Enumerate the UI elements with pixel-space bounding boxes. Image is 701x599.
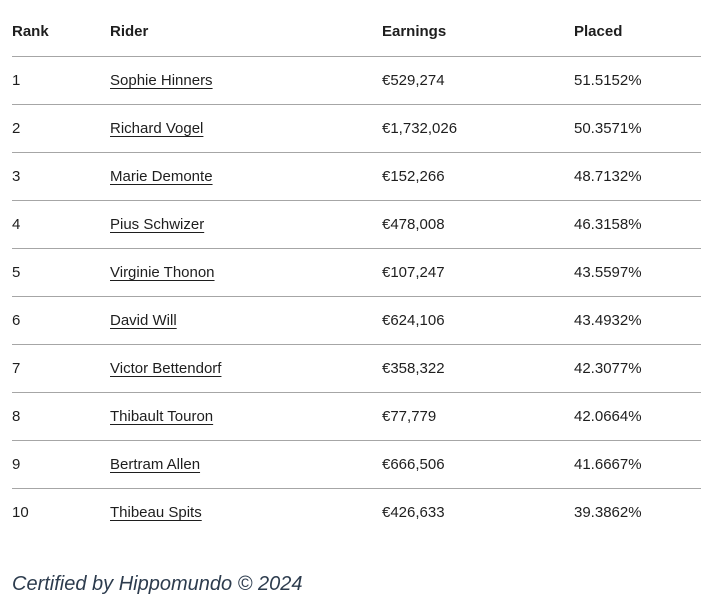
rider-cell: Virginie Thonon — [110, 248, 382, 297]
placed-cell: 39.3862% — [574, 504, 642, 521]
rider-cell: Marie Demonte — [110, 152, 382, 201]
rider-cell: Victor Bettendorf — [110, 344, 382, 393]
rider-link[interactable]: Pius Schwizer — [110, 216, 205, 233]
rider-link[interactable]: Sophie Hinners — [110, 72, 213, 89]
rider-cell: Pius Schwizer — [110, 200, 382, 249]
placed-cell: 48.7132% — [574, 152, 701, 201]
placed-cell: 42.0664% — [574, 392, 701, 441]
rider-cell: Thibault Touron — [110, 392, 382, 441]
rider-link[interactable]: Thibeau Spits — [110, 504, 202, 521]
rider-link[interactable]: Victor Bettendorf — [110, 360, 222, 377]
rider-link[interactable]: Bertram Allen — [110, 456, 201, 473]
earnings-cell: €152,266 — [382, 152, 574, 201]
rider-link[interactable]: Virginie Thonon — [110, 264, 215, 281]
rider-cell: Bertram Allen — [110, 440, 382, 489]
placed-cell: 51.5152% — [574, 56, 701, 105]
table-row: 7 Victor Bettendorf €358,322 42.3077% — [12, 344, 701, 393]
earnings-cell: €107,247 — [382, 248, 574, 297]
table-row: 6 David Will €624,106 43.4932% — [12, 296, 701, 345]
rank-cell: 5 — [12, 248, 110, 297]
table-row: 4 Pius Schwizer €478,008 46.3158% — [12, 200, 701, 249]
table-row: 1 Sophie Hinners €529,274 51.5152% — [12, 56, 701, 105]
rank-cell: 2 — [12, 104, 110, 153]
rider-ranking-table: Rank Rider Earnings Placed 1 Sophie Hinne… — [12, 0, 701, 536]
earnings-cell: €478,008 — [382, 200, 574, 249]
placed-cell: 46.3158% — [574, 200, 701, 249]
column-header-rider: Rider — [110, 0, 382, 57]
earnings-cell: €77,779 — [382, 392, 574, 441]
rank-cell: 3 — [12, 152, 110, 201]
table-row: 8 Thibault Touron €77,779 42.0664% — [12, 392, 701, 441]
table-row: 3 Marie Demonte €152,266 48.7132% — [12, 152, 701, 201]
rider-link[interactable]: David Will — [110, 312, 177, 329]
column-header-earnings: Earnings — [382, 0, 574, 57]
rank-cell: 1 — [12, 56, 110, 105]
rider-cell: Sophie Hinners — [110, 56, 382, 105]
column-header-rank: Rank — [12, 0, 110, 57]
placed-cell: 41.6667% — [574, 440, 701, 489]
table-row: 2 Richard Vogel €1,732,026 50.3571% — [12, 104, 701, 153]
rider-cell: David Will — [110, 296, 382, 345]
placed-cell: 43.5597% — [574, 248, 701, 297]
rank-cell: 4 — [12, 200, 110, 249]
rider-cell: Thibeau Spits — [110, 489, 382, 537]
placed-cell: 43.4932% — [574, 296, 701, 345]
column-header-placed: Placed — [574, 0, 701, 57]
earnings-cell: €1,732,026 — [382, 104, 574, 153]
table-row: 9 Bertram Allen €666,506 41.6667% — [12, 440, 701, 489]
rank-cell: 8 — [12, 392, 110, 441]
table-row: 5 Virginie Thonon €107,247 43.5597% — [12, 248, 701, 297]
rank-cell: 6 — [12, 296, 110, 345]
rank-cell: 7 — [12, 344, 110, 393]
table-header-row: Rank Rider Earnings Placed — [12, 0, 701, 57]
earnings-cell: €666,506 — [382, 440, 574, 489]
rider-cell: Richard Vogel — [110, 104, 382, 153]
placed-cell: 42.3077% — [574, 344, 701, 393]
certification-footer: Certified by Hippomundo © 2024 — [12, 573, 303, 595]
rider-link[interactable]: Marie Demonte — [110, 168, 213, 185]
table-row: 10 Thibeau Spits €426,633 39.3862% — [12, 489, 701, 537]
rank-cell: 9 — [12, 440, 110, 489]
placed-cell: 50.3571% — [574, 104, 701, 153]
rank-cell: 10 — [12, 504, 29, 521]
rider-link[interactable]: Thibault Touron — [110, 408, 214, 425]
earnings-cell: €529,274 — [382, 56, 574, 105]
table-body: 1 Sophie Hinners €529,274 51.5152% 2 Richard … — [12, 56, 701, 537]
earnings-cell: €358,322 — [382, 344, 574, 393]
earnings-cell: €624,106 — [382, 296, 574, 345]
rider-link[interactable]: Richard Vogel — [110, 120, 204, 137]
earnings-cell: €426,633 — [382, 504, 445, 521]
